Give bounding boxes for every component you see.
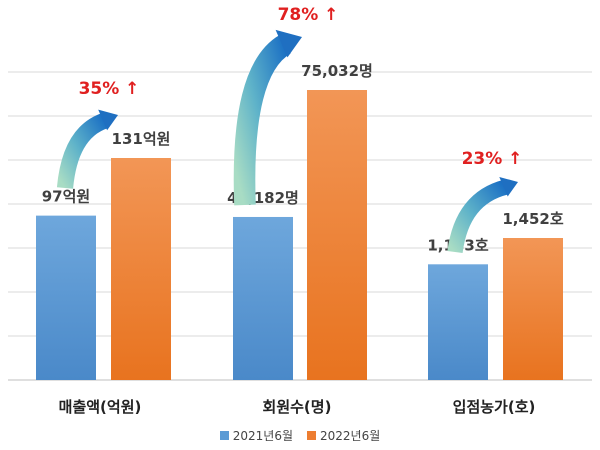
category-label-sales: 매출액(억원) — [59, 398, 142, 416]
data-label-2022-farms: 1,452호 — [502, 210, 563, 228]
growth-arrow-farms — [447, 179, 509, 254]
bar-2021-sales — [36, 215, 96, 380]
growth-arrowhead-sales — [98, 109, 118, 131]
legend-item-2021: 2021년6월 — [219, 427, 293, 444]
growth-arrowhead-farms — [499, 176, 518, 197]
bar-2022-sales — [111, 158, 171, 380]
legend-label-2021: 2021년6월 — [232, 429, 293, 443]
bar-2022-farms — [503, 238, 563, 380]
growth-label-farms: 23% ↑ — [462, 149, 523, 169]
data-label-2021-sales: 97억원 — [42, 188, 90, 206]
bar-2021-members — [233, 216, 293, 380]
bar-2021-farms — [428, 264, 488, 380]
growth-label-members: 78% ↑ — [278, 5, 339, 25]
data-label-2022-members: 75,032명 — [301, 62, 373, 80]
bar-2022-members — [307, 90, 367, 380]
growth-arrow-sales — [56, 112, 109, 189]
legend-item-2022: 2022년6월 — [307, 427, 380, 444]
growth-arrow-members — [233, 34, 292, 206]
category-label-members: 회원수(명) — [263, 398, 332, 416]
growth-arrowhead-members — [275, 29, 302, 58]
growth-label-sales: 35% ↑ — [79, 79, 140, 99]
legend-label-2022: 2022년6월 — [320, 429, 381, 443]
legend-swatch-2021 — [219, 431, 229, 440]
category-label-farms: 입점농가(호) — [453, 398, 536, 416]
legend: 2021년6월 2022년6월 — [0, 427, 600, 444]
data-label-2022-sales: 131억원 — [112, 130, 171, 148]
legend-swatch-2022 — [307, 431, 316, 440]
